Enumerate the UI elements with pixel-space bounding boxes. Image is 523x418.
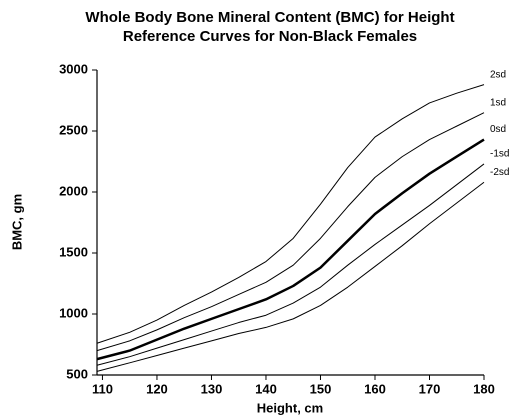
series-label: 0sd <box>490 124 506 135</box>
x-tick-label: 110 <box>92 381 113 396</box>
series-line <box>96 163 485 366</box>
y-tick-label: 1000 <box>59 305 88 320</box>
series-line <box>96 84 485 344</box>
series-line <box>96 138 485 361</box>
series-label: -1sd <box>490 149 509 160</box>
x-tick-label: 170 <box>419 381 441 396</box>
y-tick-label: 2000 <box>59 183 88 198</box>
x-tick-label: 150 <box>310 381 332 396</box>
x-tick-label: 160 <box>364 381 386 396</box>
y-axis-label: BMC, gm <box>9 194 24 250</box>
series-label: 2sd <box>490 69 506 80</box>
x-tick-label: 130 <box>201 381 223 396</box>
series-label: 1sd <box>490 97 506 108</box>
x-tick-label: 180 <box>473 381 495 396</box>
y-tick-label: 2500 <box>59 122 88 137</box>
series-line <box>96 181 485 372</box>
series-line <box>96 112 485 352</box>
series-label: -2sd <box>490 167 509 178</box>
x-axis-label: Height, cm <box>257 400 323 415</box>
chart-subtitle: Reference Curves for Non-Black Females <box>123 28 417 45</box>
chart-title: Whole Body Bone Mineral Content (BMC) fo… <box>85 9 454 26</box>
x-tick-label: 140 <box>255 381 277 396</box>
y-tick-label: 1500 <box>59 244 88 259</box>
y-tick-label: 3000 <box>59 61 88 76</box>
y-tick-label: 500 <box>66 366 88 381</box>
x-tick-label: 120 <box>146 381 168 396</box>
